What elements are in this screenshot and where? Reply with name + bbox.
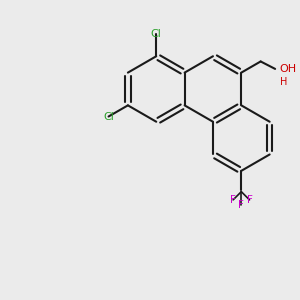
Text: F: F xyxy=(230,195,236,205)
Text: H: H xyxy=(280,77,287,87)
Text: Cl: Cl xyxy=(103,112,114,122)
Text: F: F xyxy=(247,195,252,205)
Text: F: F xyxy=(238,200,244,210)
Text: Cl: Cl xyxy=(151,29,162,39)
Text: OH: OH xyxy=(280,64,297,74)
